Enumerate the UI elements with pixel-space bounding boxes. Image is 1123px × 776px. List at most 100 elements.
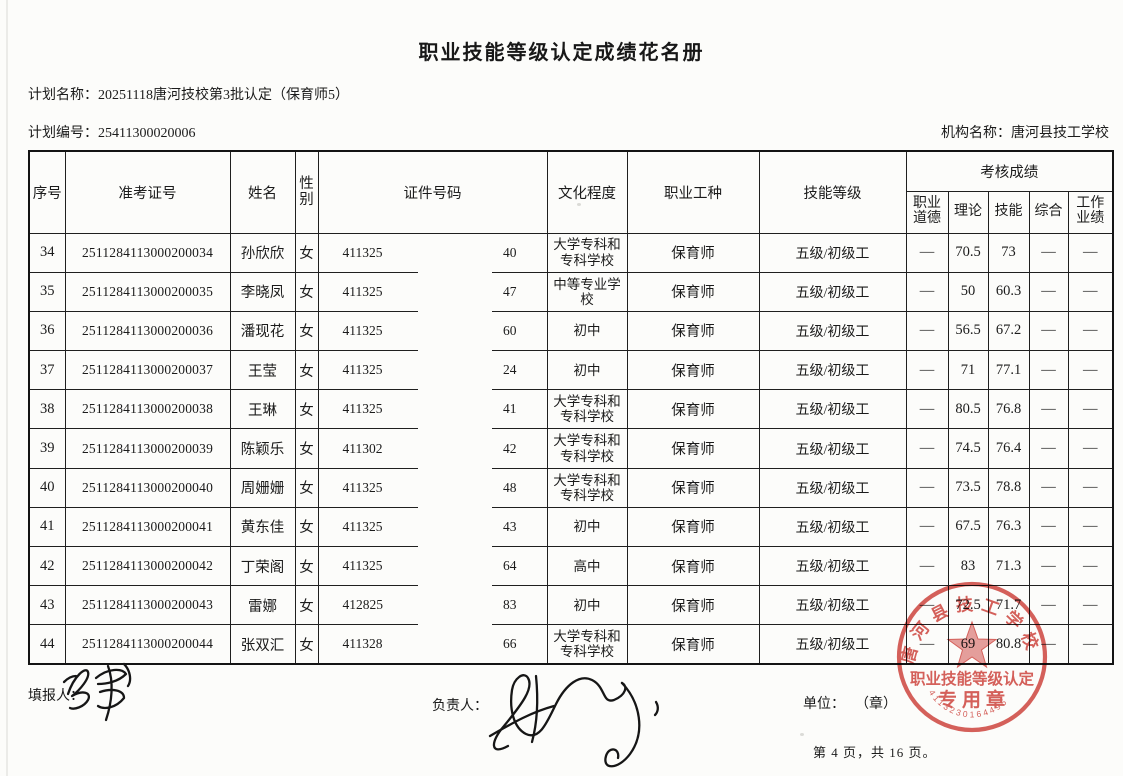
cell-level: 五级/初级工 bbox=[758, 350, 907, 391]
cell-no: 36 bbox=[28, 310, 66, 352]
cell-occupation: 保育师 bbox=[626, 310, 760, 352]
col-header-edu: 文化程度 bbox=[546, 150, 628, 234]
col-header-gender: 性 别 bbox=[294, 150, 319, 234]
cell-edu: 大学专科和 专科学校 bbox=[546, 428, 628, 469]
col-header-ethics: 职业 道德 bbox=[905, 190, 949, 234]
id-left-part: 412825 bbox=[342, 597, 384, 613]
id-left-part: 411325 bbox=[342, 283, 383, 299]
cell-gender: 女 bbox=[294, 350, 319, 391]
table-row: 37 2511284113000200037 王莹女 411325 24 初中 保育师 五级/… bbox=[28, 350, 1114, 391]
page-title: 职业技能等级认定成绩花名册 bbox=[418, 42, 705, 64]
col-header-ticket: 准考证号 bbox=[64, 150, 231, 234]
cell-name: 孙欣欣 bbox=[229, 232, 296, 273]
cell-skill: 78.8 bbox=[987, 467, 1030, 508]
cell-gender: 女 bbox=[294, 389, 319, 430]
org-name-label: 机构名称： bbox=[941, 126, 1011, 141]
id-right-part: 60 bbox=[503, 322, 517, 338]
cell-gender: 女 bbox=[294, 467, 319, 508]
cell-work: — bbox=[1067, 624, 1114, 665]
cell-ethics: — bbox=[905, 428, 949, 469]
cell-no: 35 bbox=[28, 271, 66, 312]
cell-no: 37 bbox=[28, 350, 66, 391]
cell-name: 王莹 bbox=[229, 350, 296, 391]
cell-comprehensive: — bbox=[1028, 350, 1069, 391]
cell-work: — bbox=[1067, 585, 1114, 626]
cell-ethics: — bbox=[905, 271, 949, 312]
cell-ticket: 2511284113000200040 bbox=[64, 467, 231, 508]
id-left-part: 411302 bbox=[342, 440, 383, 456]
cell-edu: 初中 bbox=[546, 506, 628, 548]
cell-work: — bbox=[1067, 428, 1114, 469]
plan-name-line: 计划名称：20251118唐河技校第3批认定（保育师5） bbox=[28, 84, 349, 104]
cell-no: 41 bbox=[28, 506, 66, 548]
cell-ethics: — bbox=[905, 389, 949, 430]
col-header-skill: 技能 bbox=[987, 190, 1030, 234]
cell-comprehensive: — bbox=[1028, 310, 1069, 352]
cell-name: 黄东佳 bbox=[229, 506, 296, 548]
id-left-part: 411325 bbox=[342, 244, 383, 260]
preparer-signature bbox=[62, 662, 132, 722]
cell-comprehensive: — bbox=[1028, 389, 1069, 430]
cell-ticket: 2511284113000200044 bbox=[64, 624, 231, 665]
cell-theory: 67.5 bbox=[947, 506, 989, 548]
cell-occupation: 保育师 bbox=[626, 232, 760, 273]
col-header-occupation: 职业工种 bbox=[626, 150, 760, 234]
id-right-part: 41 bbox=[503, 401, 517, 417]
cell-work: — bbox=[1067, 389, 1114, 430]
plan-name-label: 计划名称： bbox=[28, 88, 98, 103]
id-right-part: 43 bbox=[503, 518, 517, 534]
cell-ticket: 2511284113000200034 bbox=[64, 232, 231, 273]
id-right-part: 40 bbox=[503, 244, 517, 260]
cell-comprehensive: — bbox=[1028, 506, 1069, 548]
plan-code-value: 25411300020006 bbox=[98, 126, 196, 141]
cell-work: — bbox=[1067, 545, 1114, 587]
table-row: 42 2511284113000200042 丁荣阁女 411325 64 高中 保育师 五级… bbox=[28, 545, 1114, 587]
cell-theory: 70.5 bbox=[947, 232, 989, 273]
cell-theory: 74.5 bbox=[947, 428, 989, 469]
plan-code-line: 计划编号：25411300020006 bbox=[28, 122, 195, 142]
cell-edu: 初中 bbox=[546, 585, 628, 626]
col-header-name: 姓名 bbox=[229, 150, 296, 234]
stamp-line1: 职业技能等级认定 bbox=[910, 669, 1035, 688]
id-redaction-band bbox=[418, 235, 492, 659]
cell-skill: 73 bbox=[987, 232, 1030, 273]
cell-no: 42 bbox=[28, 545, 66, 587]
preparer-label: 填报人： bbox=[28, 689, 84, 704]
id-right-part: 83 bbox=[503, 597, 517, 613]
cell-gender: 女 bbox=[294, 232, 319, 273]
cell-ethics: — bbox=[905, 624, 949, 665]
cell-gender: 女 bbox=[294, 545, 319, 587]
cell-edu: 大学专科和 专科学校 bbox=[546, 467, 628, 508]
cell-occupation: 保育师 bbox=[626, 389, 760, 430]
cell-skill: 77.1 bbox=[987, 350, 1030, 391]
id-right-part: 47 bbox=[503, 283, 517, 299]
cell-name: 雷娜 bbox=[229, 585, 296, 626]
cell-comprehensive: — bbox=[1028, 428, 1069, 469]
org-name-line: 机构名称：唐河县技工学校 bbox=[941, 122, 1109, 142]
cell-theory: 83 bbox=[947, 545, 989, 587]
table-row: 41 2511284113000200041 黄东佳女 411325 43 初中 保育师 五级… bbox=[28, 506, 1114, 548]
cell-edu: 中等专业学 校 bbox=[546, 271, 628, 312]
cell-gender: 女 bbox=[294, 506, 319, 548]
table-row: 39 2511284113000200039 陈颖乐女 411302 42 大学专科和 专… bbox=[28, 428, 1114, 469]
cell-skill: 76.3 bbox=[987, 506, 1030, 548]
stamp-line2: 专用章 bbox=[938, 688, 1010, 711]
cell-skill: 60.3 bbox=[987, 271, 1030, 312]
col-header-id: 证件号码 bbox=[317, 150, 548, 234]
cell-edu: 大学专科和 专科学校 bbox=[546, 624, 628, 665]
cell-skill: 67.2 bbox=[987, 310, 1030, 352]
cell-comprehensive: — bbox=[1028, 467, 1069, 508]
table-row: 35 2511284113000200035 李晓凤女 411325 47 中等专业学 校… bbox=[28, 271, 1114, 312]
cell-occupation: 保育师 bbox=[626, 545, 760, 587]
cell-level: 五级/初级工 bbox=[758, 545, 907, 587]
unit-label: 单位： bbox=[803, 697, 845, 712]
id-left-part: 411328 bbox=[342, 636, 383, 652]
col-header-comprehensive: 综合 bbox=[1028, 190, 1069, 234]
cell-work: — bbox=[1067, 350, 1114, 391]
cell-level: 五级/初级工 bbox=[758, 428, 907, 469]
cell-skill: 76.8 bbox=[987, 389, 1030, 430]
cell-level: 五级/初级工 bbox=[758, 389, 907, 430]
cell-name: 王琳 bbox=[229, 389, 296, 430]
cell-name: 潘现花 bbox=[229, 310, 296, 352]
